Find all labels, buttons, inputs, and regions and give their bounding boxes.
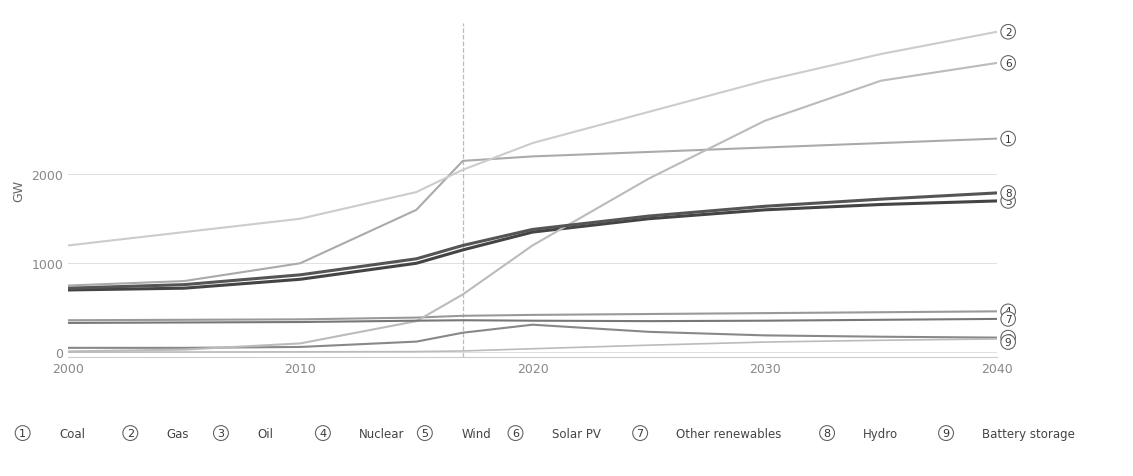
- Text: Oil: Oil: [257, 426, 273, 440]
- Text: 4: 4: [1005, 307, 1012, 317]
- Text: Coal: Coal: [59, 426, 85, 440]
- Text: 6: 6: [1005, 59, 1012, 69]
- Text: 5: 5: [1005, 197, 1012, 207]
- Text: 9: 9: [943, 428, 949, 438]
- Y-axis label: GW: GW: [12, 179, 26, 201]
- Text: 1: 1: [1005, 134, 1012, 144]
- Text: Other renewables: Other renewables: [676, 426, 782, 440]
- Text: 3: 3: [1005, 333, 1012, 343]
- Text: 9: 9: [1005, 337, 1012, 347]
- Text: Gas: Gas: [167, 426, 189, 440]
- Text: 1: 1: [19, 428, 26, 438]
- Text: Battery storage: Battery storage: [982, 426, 1075, 440]
- Text: Nuclear: Nuclear: [359, 426, 404, 440]
- Text: Hydro: Hydro: [863, 426, 898, 440]
- Text: Solar PV: Solar PV: [552, 426, 600, 440]
- Text: 5: 5: [421, 428, 428, 438]
- Text: 2: 2: [1005, 28, 1012, 38]
- Text: 7: 7: [1005, 314, 1012, 324]
- Text: 6: 6: [512, 428, 519, 438]
- Text: 8: 8: [824, 428, 830, 438]
- Text: 8: 8: [1005, 188, 1012, 198]
- Text: 7: 7: [637, 428, 644, 438]
- Text: Wind: Wind: [461, 426, 491, 440]
- Text: 3: 3: [218, 428, 224, 438]
- Text: 2: 2: [127, 428, 134, 438]
- Text: 4: 4: [320, 428, 326, 438]
